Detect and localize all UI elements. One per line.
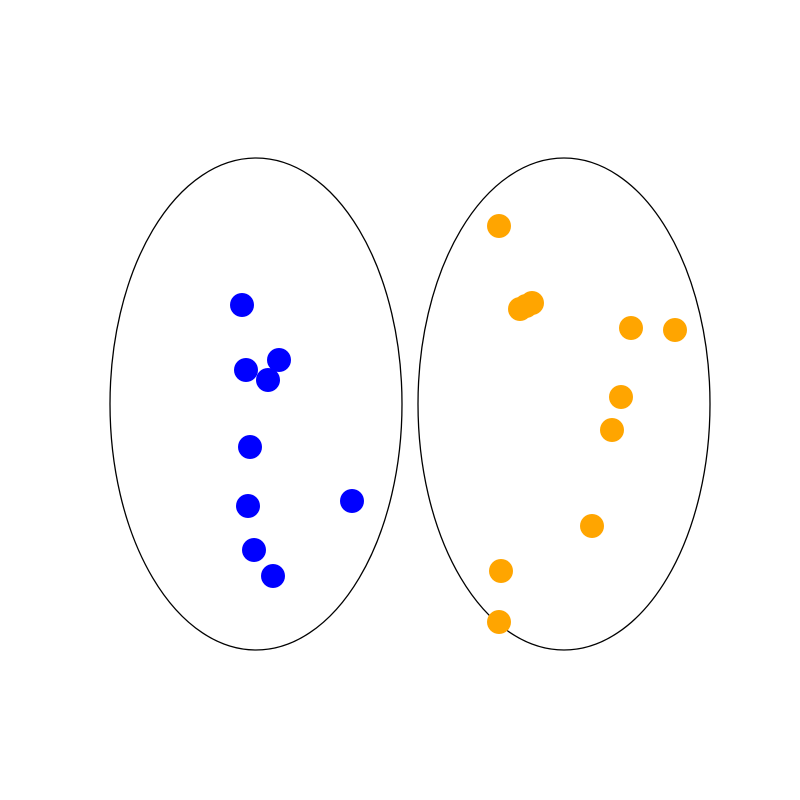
right-group-points xyxy=(487,214,687,634)
left-group-ellipse xyxy=(109,157,403,651)
right-group-point-11 xyxy=(514,294,538,318)
right-group-point-5 xyxy=(663,318,687,342)
right-group-point-7 xyxy=(600,418,624,442)
left-group-point-4 xyxy=(256,368,280,392)
right-group-point-10 xyxy=(487,610,511,634)
right-group-point-9 xyxy=(489,559,513,583)
left-group-point-7 xyxy=(340,489,364,513)
left-group-point-9 xyxy=(261,564,285,588)
right-group-point-8 xyxy=(580,514,604,538)
left-group-point-5 xyxy=(238,435,262,459)
left-group-point-8 xyxy=(242,538,266,562)
right-group-ellipse xyxy=(417,157,711,651)
left-group-point-6 xyxy=(236,494,260,518)
right-group-point-6 xyxy=(609,385,633,409)
right-group-point-4 xyxy=(619,316,643,340)
left-group-point-2 xyxy=(234,358,258,382)
left-group-points xyxy=(230,293,364,588)
left-group-point-3 xyxy=(267,348,291,372)
right-group-point-1 xyxy=(487,214,511,238)
left-group-point-1 xyxy=(230,293,254,317)
